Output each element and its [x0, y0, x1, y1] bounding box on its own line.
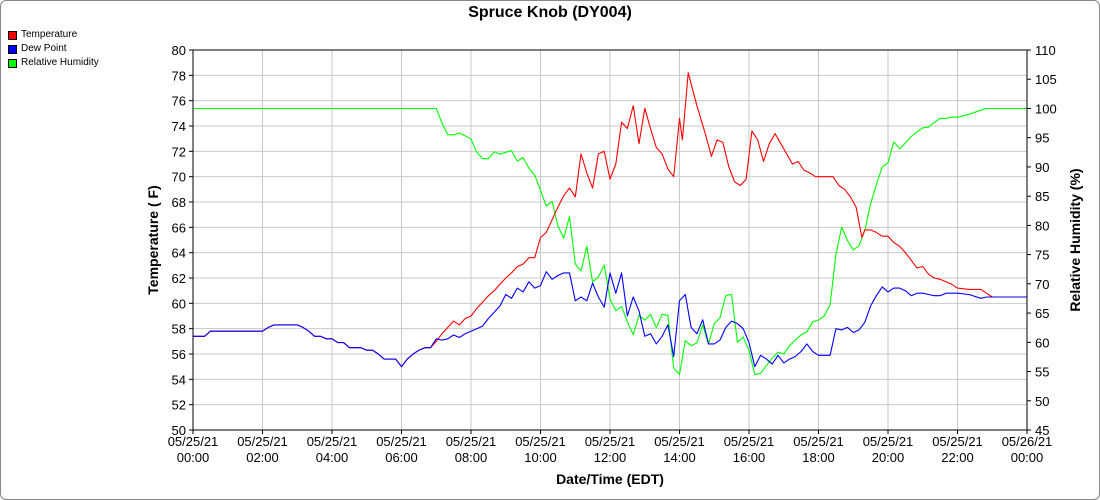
legend-label-temperature: Temperature — [21, 29, 78, 40]
x-tick-label-date: 05/25/21 — [168, 434, 219, 449]
y-right-tick-label: 65 — [1035, 306, 1049, 321]
y-left-tick-label: 66 — [172, 220, 186, 235]
x-tick-label-time: 08:00 — [455, 450, 488, 465]
x-tick-label-date: 05/25/21 — [863, 434, 914, 449]
axes: 50 52 54 56 58 60 62 64 66 68 70 72 74 76 78 80 45 50 55 60… — [168, 43, 1057, 465]
grid-lines — [192, 49, 1028, 431]
chart-legend: Temperature Dew Point Relative Humidity — [8, 28, 99, 70]
x-tick-label-time: 02:00 — [246, 450, 279, 465]
y-right-tick-label: 75 — [1035, 248, 1049, 263]
x-tick-label-time: 20:00 — [872, 450, 905, 465]
legend-label-relative-humidity: Relative Humidity — [21, 57, 99, 68]
x-tick-label-time: 12:00 — [594, 450, 627, 465]
legend-label-dew-point: Dew Point — [21, 43, 67, 54]
y-left-tick-label: 70 — [172, 170, 186, 185]
x-tick-label-time: 00:00 — [1011, 450, 1044, 465]
x-tick-label-time: 00:00 — [177, 450, 210, 465]
y-right-tick-label: 80 — [1035, 218, 1049, 233]
y-left-tick-label: 50 — [172, 423, 186, 438]
y-left-tick-label: 60 — [172, 296, 186, 311]
x-tick-label-date: 05/25/21 — [515, 434, 566, 449]
y-left-tick-label: 74 — [172, 119, 186, 134]
x-tick-label-time: 14:00 — [663, 450, 696, 465]
y-left-tick-label: 62 — [172, 271, 186, 286]
y-left-tick-label: 58 — [172, 322, 186, 337]
y-right-tick-label: 95 — [1035, 131, 1049, 146]
x-tick-label-date: 05/25/21 — [307, 434, 358, 449]
series-line-relative-humidity — [193, 107, 1027, 376]
y-right-tick-label: 100 — [1035, 101, 1057, 116]
y-right-tick-label: 110 — [1035, 43, 1056, 58]
series-layer — [193, 72, 1027, 376]
legend-swatch-relative-humidity — [8, 58, 17, 68]
x-tick-label-date: 05/25/21 — [932, 434, 983, 449]
y-right-tick-label: 60 — [1035, 335, 1049, 350]
y-left-tick-label: 64 — [172, 246, 186, 261]
x-axis-title: Date/Time (EDT) — [556, 471, 664, 487]
y-right-tick-label: 70 — [1035, 277, 1049, 292]
x-tick-label-date: 05/25/21 — [724, 434, 775, 449]
series-line-dew-point — [193, 271, 1027, 368]
y-left-tick-label: 68 — [172, 195, 186, 210]
x-tick-label-date: 05/25/21 — [376, 434, 427, 449]
legend-swatch-temperature — [8, 30, 17, 40]
y-right-tick-label: 105 — [1035, 72, 1057, 87]
chart-title: Spruce Knob (DY004) — [468, 4, 632, 21]
x-tick-label-date: 05/25/21 — [446, 434, 497, 449]
y-left-tick-label: 54 — [172, 372, 186, 387]
y-axis-left-title: Temperature ( F) — [145, 185, 161, 294]
x-tick-label-date: 05/25/21 — [585, 434, 636, 449]
x-tick-label-date: 05/25/21 — [237, 434, 288, 449]
y-right-tick-label: 90 — [1035, 160, 1049, 175]
y-left-tick-label: 78 — [172, 68, 186, 83]
x-tick-label-time: 22:00 — [941, 450, 974, 465]
legend-item-temperature: Temperature — [8, 28, 99, 42]
x-tick-label-date: 05/25/21 — [654, 434, 705, 449]
x-tick-label-time: 18:00 — [802, 450, 835, 465]
y-left-tick-label: 80 — [172, 43, 186, 58]
legend-item-dew-point: Dew Point — [8, 42, 99, 56]
legend-item-relative-humidity: Relative Humidity — [8, 56, 99, 70]
y-right-tick-label: 55 — [1035, 365, 1049, 380]
x-tick-label-date: 05/25/21 — [793, 434, 844, 449]
x-tick-label-date: 05/26/21 — [1002, 434, 1053, 449]
y-left-tick-label: 52 — [172, 398, 186, 413]
legend-swatch-dew-point — [8, 44, 17, 54]
y-left-tick-label: 56 — [172, 347, 186, 362]
x-tick-label-time: 10:00 — [524, 450, 557, 465]
y-left-tick-label: 72 — [172, 144, 186, 159]
x-tick-label-time: 06:00 — [385, 450, 418, 465]
y-axis-right-title: Relative Humidity (%) — [1067, 168, 1083, 311]
x-tick-label-time: 04:00 — [316, 450, 349, 465]
y-left-tick-label: 76 — [172, 94, 186, 109]
y-right-tick-label: 45 — [1035, 423, 1049, 438]
x-tick-label-time: 16:00 — [733, 450, 766, 465]
y-right-tick-label: 85 — [1035, 189, 1049, 204]
y-right-tick-label: 50 — [1035, 394, 1049, 409]
